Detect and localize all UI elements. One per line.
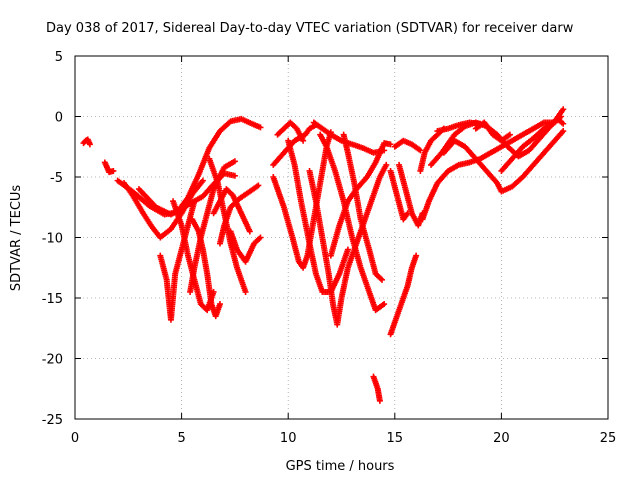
y-tick-label: 5 <box>55 50 63 65</box>
data-point <box>86 141 93 148</box>
x-tick-label: 5 <box>177 431 185 446</box>
series-track-12 <box>227 228 264 265</box>
x-axis-label: GPS time / hours <box>286 459 395 474</box>
series-track-27 <box>387 167 411 223</box>
series-track-34 <box>498 106 567 174</box>
data-point <box>246 228 253 235</box>
series-track-15 <box>274 119 307 144</box>
data-point <box>381 301 388 308</box>
y-tick-label: -10 <box>42 232 63 247</box>
series-track-25 <box>391 137 424 154</box>
data-point <box>413 252 420 259</box>
plot-frame <box>74 55 609 420</box>
x-tick-label: 25 <box>600 431 617 446</box>
series-track-23 <box>370 373 383 404</box>
series-track-01 <box>80 136 93 148</box>
series-track-09 <box>189 216 223 320</box>
series-track-32 <box>440 128 567 195</box>
data-point <box>110 167 117 174</box>
data-points <box>80 106 567 404</box>
x-tick-label: 20 <box>493 431 510 446</box>
series-track-11 <box>210 186 253 235</box>
data-point <box>383 161 390 168</box>
y-tick-label: -25 <box>42 413 63 428</box>
series-track-02 <box>101 159 117 176</box>
series-track-21 <box>340 131 386 283</box>
data-point <box>199 177 206 184</box>
series-track-16 <box>270 129 334 271</box>
series-track-29 <box>419 119 558 223</box>
data-point <box>231 158 238 165</box>
data-point <box>231 172 238 179</box>
y-axis-label: SDTVAR / TECUs <box>9 185 24 292</box>
grid <box>75 56 608 419</box>
data-point <box>257 124 264 131</box>
y-tick-label: -20 <box>42 353 63 368</box>
series-track-33 <box>472 119 513 144</box>
data-point <box>255 182 262 189</box>
data-point <box>560 120 567 127</box>
y-tick-label: 0 <box>55 111 63 126</box>
series-track-18 <box>306 161 390 328</box>
chart-title: Day 038 of 2017, Sidereal Day-to-day VTE… <box>46 21 574 36</box>
data-point <box>257 234 264 241</box>
data-point <box>376 397 383 404</box>
x-tick-label: 0 <box>71 431 79 446</box>
series-track-31 <box>434 119 484 135</box>
axes-ticks: 0 5 10 15 20 25 5 0 -5 -10 -15 -20 -25 <box>42 50 617 446</box>
series-track-24 <box>387 252 420 338</box>
data-point <box>300 137 307 144</box>
data-point <box>560 128 567 135</box>
data-point <box>387 141 394 148</box>
series-track-35 <box>555 117 567 127</box>
data-point <box>344 246 351 253</box>
data-point <box>404 210 411 217</box>
data-point <box>242 288 249 295</box>
y-tick-label: -5 <box>50 171 63 186</box>
data-point <box>417 147 424 154</box>
x-tick-label: 15 <box>387 431 404 446</box>
data-point <box>379 276 386 283</box>
data-point <box>506 131 513 138</box>
data-point <box>560 106 567 113</box>
series-track-04 <box>121 177 206 241</box>
data-point <box>216 301 223 308</box>
series-track-22 <box>327 140 394 259</box>
y-tick-label: -15 <box>42 292 63 307</box>
series-track-13 <box>216 182 262 247</box>
x-tick-label: 10 <box>280 431 297 446</box>
data-point <box>191 198 198 205</box>
